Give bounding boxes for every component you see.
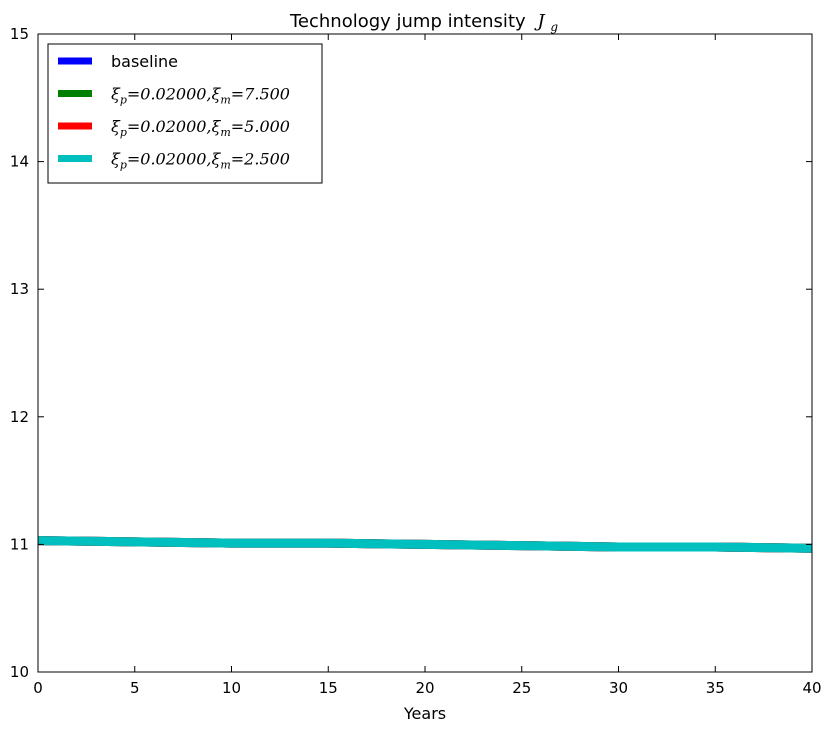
series-line-3 <box>37 536 813 553</box>
x-tick-label: 0 <box>33 679 43 697</box>
legend: baseline ξp=0.02000,ξm=7.500 ξp=0.02000,ξm… <box>47 43 323 184</box>
chart-title-math-sub: g <box>550 20 558 34</box>
y-tick-label: 14 <box>10 153 29 171</box>
x-tick-label: 35 <box>706 679 725 697</box>
y-tick-label: 11 <box>10 535 29 553</box>
series-layer <box>37 536 813 553</box>
x-tick-label: 10 <box>222 679 241 697</box>
y-tick-label: 10 <box>10 663 29 681</box>
ticks-layer: 0 5 10 15 20 25 30 35 40 10 11 12 13 14 15 <box>10 25 822 697</box>
x-tick-label: 25 <box>512 679 531 697</box>
y-tick-label: 15 <box>10 25 29 43</box>
x-tick-label: 5 <box>130 679 140 697</box>
chart-title-text: Technology jump intensity <box>289 11 526 32</box>
x-tick-label: 40 <box>802 679 821 697</box>
legend-label-1: ξp=0.02000,ξm=7.500 <box>111 85 290 107</box>
y-tick-label: 12 <box>10 408 29 426</box>
x-tick-label: 15 <box>319 679 338 697</box>
y-tick-label: 13 <box>10 280 29 298</box>
chart-title-math: J <box>533 11 546 32</box>
legend-label-2: ξp=0.02000,ξm=5.000 <box>111 117 290 139</box>
chart-title: Technology jump intensity J g <box>289 11 558 34</box>
legend-box <box>47 43 323 184</box>
legend-label-0: baseline <box>111 52 178 71</box>
x-axis-label: Years <box>403 704 446 723</box>
x-tick-label: 30 <box>609 679 628 697</box>
legend-label-3: ξp=0.02000,ξm=2.500 <box>111 150 290 172</box>
x-tick-label: 20 <box>415 679 434 697</box>
